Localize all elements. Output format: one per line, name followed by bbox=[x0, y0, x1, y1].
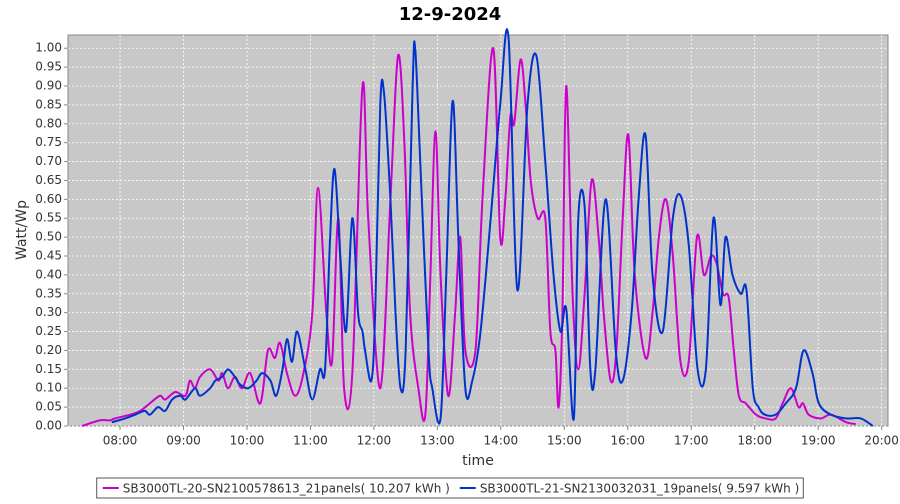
legend: SB3000TL-20-SN2100578613_21panels( 10.20… bbox=[96, 477, 804, 499]
y-tick-label: 0.90 bbox=[35, 79, 62, 93]
y-tick-label: 0.65 bbox=[35, 173, 62, 187]
y-tick-label: 0.05 bbox=[35, 400, 62, 414]
x-tick-label: 17:00 bbox=[674, 434, 709, 448]
y-tick-label: 0.60 bbox=[35, 192, 62, 206]
plot-area bbox=[67, 34, 889, 427]
y-tick-label: 0.25 bbox=[35, 324, 62, 338]
legend-box bbox=[96, 477, 804, 499]
x-tick-label: 18:00 bbox=[737, 434, 772, 448]
y-tick-label: 0.20 bbox=[35, 343, 62, 357]
x-tick-label: 16:00 bbox=[610, 434, 645, 448]
y-tick-label: 0.45 bbox=[35, 249, 62, 263]
legend-label: SB3000TL-21-SN2130032031_19panels( 9.597… bbox=[480, 482, 799, 496]
y-axis-label: Watt/Wp bbox=[14, 200, 30, 260]
y-tick-label: 0.30 bbox=[35, 305, 62, 319]
y-tick-label: 0.70 bbox=[35, 154, 62, 168]
x-tick-label: 14:00 bbox=[484, 434, 519, 448]
y-tick-label: 0.40 bbox=[35, 267, 62, 281]
x-tick-label: 19:00 bbox=[801, 434, 836, 448]
chart-title: 12-9-2024 bbox=[399, 4, 502, 25]
y-tick-label: 0.85 bbox=[35, 97, 62, 111]
x-tick-label: 10:00 bbox=[230, 434, 265, 448]
y-tick-label: 0.80 bbox=[35, 116, 62, 130]
legend-label: SB3000TL-20-SN2100578613_21panels( 10.20… bbox=[123, 482, 450, 496]
x-tick-label: 12:00 bbox=[357, 434, 392, 448]
x-axis-label: time bbox=[462, 453, 494, 469]
y-tick-label: 1.00 bbox=[35, 41, 62, 55]
y-tick-label: 0.55 bbox=[35, 211, 62, 225]
data-line bbox=[111, 28, 874, 427]
y-tick-label: 0.15 bbox=[35, 362, 62, 376]
x-tick-label: 20:00 bbox=[864, 434, 899, 448]
y-tick-label: 0.35 bbox=[35, 286, 62, 300]
y-tick-label: 0.50 bbox=[35, 230, 62, 244]
x-tick-label: 13:00 bbox=[420, 434, 455, 448]
x-tick-label: 09:00 bbox=[166, 434, 201, 448]
y-tick-label: 0.95 bbox=[35, 60, 62, 74]
x-tick-label: 08:00 bbox=[103, 434, 138, 448]
y-tick-label: 0.10 bbox=[35, 381, 62, 395]
y-tick-label: 0.75 bbox=[35, 135, 62, 149]
x-tick-label: 11:00 bbox=[293, 434, 328, 448]
y-tick-label: 0.00 bbox=[35, 419, 62, 433]
x-tick-label: 15:00 bbox=[547, 434, 582, 448]
